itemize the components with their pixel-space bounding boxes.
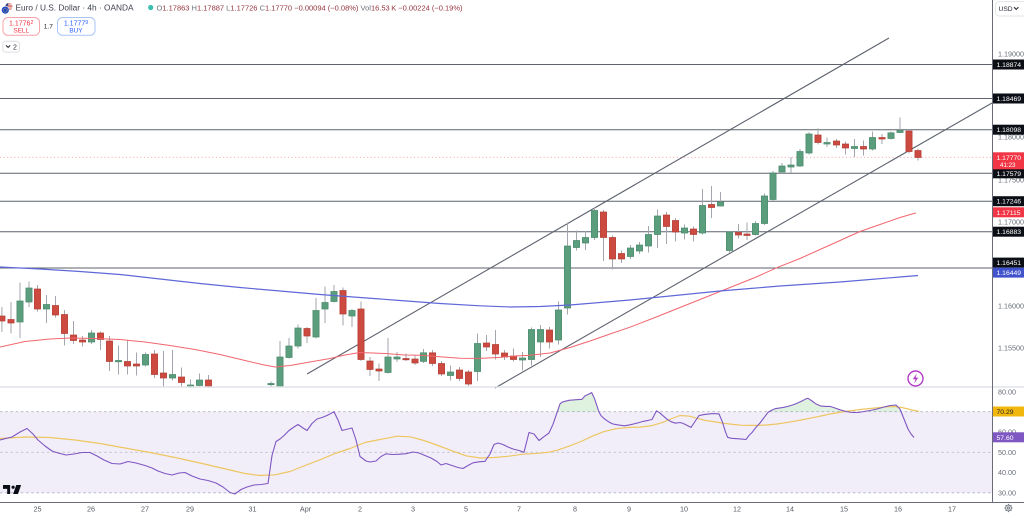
svg-text:Euro / U.S. Dollar · 4h · OAND: Euro / U.S. Dollar · 4h · OANDA <box>16 3 134 13</box>
svg-text:1.16451: 1.16451 <box>997 260 1022 267</box>
svg-text:70.29: 70.29 <box>997 409 1014 416</box>
svg-text:1.16883: 1.16883 <box>997 229 1022 236</box>
svg-text:1.18874: 1.18874 <box>997 62 1022 69</box>
svg-text:29: 29 <box>186 505 194 514</box>
svg-text:57.60: 57.60 <box>997 435 1014 442</box>
svg-text:1.7: 1.7 <box>44 23 53 30</box>
svg-text:9: 9 <box>627 505 631 514</box>
svg-text:3: 3 <box>411 505 415 514</box>
svg-text:BUY: BUY <box>69 27 83 34</box>
svg-text:25: 25 <box>34 505 42 514</box>
svg-text:USD: USD <box>999 6 1013 13</box>
svg-text:7: 7 <box>517 505 521 514</box>
svg-text:12: 12 <box>733 505 741 514</box>
svg-text:1.17770: 1.17770 <box>997 155 1022 162</box>
svg-text:5: 5 <box>464 505 468 514</box>
svg-text:8: 8 <box>573 505 577 514</box>
svg-text:41:23: 41:23 <box>1000 162 1016 169</box>
svg-text:31: 31 <box>249 505 257 514</box>
svg-text:2: 2 <box>13 45 17 52</box>
svg-text:26: 26 <box>87 505 95 514</box>
svg-text:O1.17863 H1.17887 L1.17726 C1.: O1.17863 H1.17887 L1.17726 C1.17770 −0.0… <box>157 3 464 12</box>
svg-text:15: 15 <box>840 505 848 514</box>
svg-text:1.19000: 1.19000 <box>998 50 1024 59</box>
svg-text:40.00: 40.00 <box>998 468 1016 477</box>
svg-text:1.17246: 1.17246 <box>997 199 1022 206</box>
svg-text:1.15500: 1.15500 <box>998 344 1024 353</box>
svg-text:14: 14 <box>786 505 794 514</box>
svg-text:10: 10 <box>680 505 688 514</box>
svg-text:1.18098: 1.18098 <box>997 127 1022 134</box>
svg-text:27: 27 <box>141 505 149 514</box>
svg-text:1.16000: 1.16000 <box>998 302 1024 311</box>
svg-text:16: 16 <box>894 505 902 514</box>
svg-text:50.00: 50.00 <box>998 448 1016 457</box>
svg-text:17: 17 <box>948 505 956 514</box>
svg-text:1.17115: 1.17115 <box>997 210 1021 217</box>
svg-text:30.00: 30.00 <box>998 488 1016 497</box>
svg-text:80.00: 80.00 <box>998 387 1016 396</box>
svg-text:SELL: SELL <box>13 27 29 34</box>
svg-text:2: 2 <box>358 505 362 514</box>
svg-text:Apr: Apr <box>300 505 312 514</box>
svg-text:1.17000: 1.17000 <box>998 218 1024 227</box>
svg-text:1.16449: 1.16449 <box>997 270 1022 277</box>
svg-text:1.18469: 1.18469 <box>997 96 1022 103</box>
svg-text:1.17579: 1.17579 <box>997 171 1022 178</box>
